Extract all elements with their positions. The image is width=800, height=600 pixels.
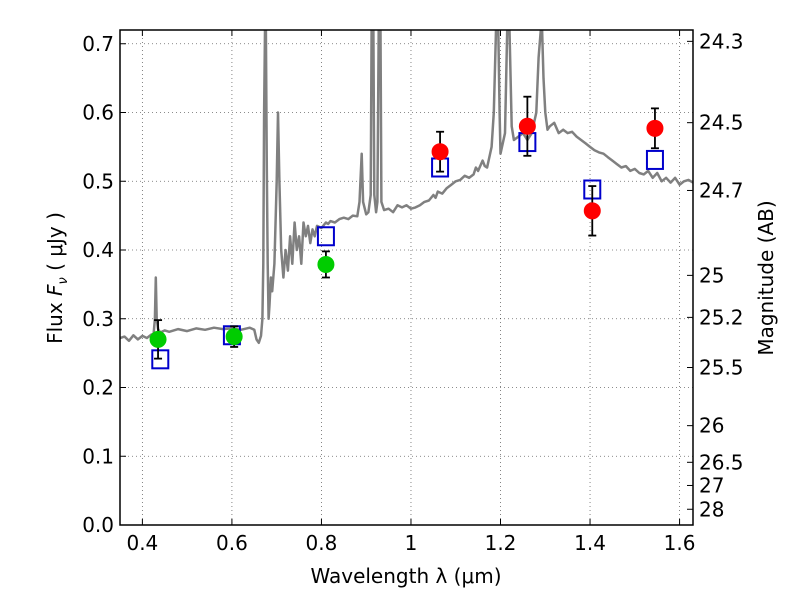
y-tick-label: 0.0 <box>82 513 114 537</box>
y2-tick-label: 25 <box>699 263 724 287</box>
x-tick-label: 0.8 <box>306 531 338 555</box>
spectrum-line <box>120 30 693 345</box>
y-axis-label-text: Flux <box>43 296 67 344</box>
y-tick-label: 0.1 <box>82 444 114 468</box>
y2-tick-label: 24.5 <box>699 111 744 135</box>
y-axis-left: 0.0 0.1 0.2 0.3 0.4 0.5 0.6 0.7 <box>82 32 126 537</box>
observed-flux-point <box>225 328 243 346</box>
x-axis-label: Wavelength λ (μm) <box>310 564 501 588</box>
observed-flux-point <box>431 143 449 161</box>
model-flux-square <box>316 226 335 247</box>
y2-tick-label: 24.7 <box>699 178 744 202</box>
y2-tick-label: 25.5 <box>699 355 744 379</box>
observed-flux-point <box>149 330 167 348</box>
observed-flux-point <box>317 255 335 273</box>
y2-tick-label: 27 <box>699 473 724 497</box>
y-tick-label: 0.4 <box>82 238 114 262</box>
x-tick-label: 0.4 <box>126 531 158 555</box>
plot-frame <box>119 29 694 526</box>
observed-flux-point <box>646 119 664 137</box>
grid <box>120 30 693 526</box>
observed-flux-point <box>518 117 536 135</box>
y-axis-label-symbol: F <box>43 284 67 296</box>
y-tick-label: 0.6 <box>82 101 114 125</box>
y2-tick-label: 24.3 <box>699 29 744 53</box>
y2-axis-label: Magnitude (AB) <box>754 200 778 355</box>
x-tick-label: 1.6 <box>664 531 696 555</box>
y-tick-label: 0.5 <box>82 169 114 193</box>
y2-tick-label: 26.5 <box>699 450 744 474</box>
y-tick-label: 0.2 <box>82 376 114 400</box>
y-axis-label-unit: ( μJy ) <box>43 212 67 277</box>
x-tick-label: 1.2 <box>485 531 517 555</box>
y-tick-label: 0.7 <box>82 32 114 56</box>
x-axis: 0.4 0.6 0.8 1 1.2 1.4 1.6 <box>126 30 695 555</box>
y2-tick-label: 26 <box>699 414 724 438</box>
y2-tick-label: 25.2 <box>699 305 744 329</box>
x-tick-label: 0.6 <box>216 531 248 555</box>
x-tick-label: 1 <box>405 531 418 555</box>
y2-tick-label: 28 <box>699 497 724 521</box>
model-flux-square <box>151 349 170 370</box>
plot-series <box>120 30 693 370</box>
y-axis-label-subscript: ν <box>56 277 71 284</box>
observed-flux-point <box>583 202 601 220</box>
y-tick-label: 0.3 <box>82 307 114 331</box>
y-axis-label: Flux Fν ( μJy ) <box>43 212 71 344</box>
model-flux-square <box>645 149 664 170</box>
x-tick-label: 1.4 <box>574 531 606 555</box>
